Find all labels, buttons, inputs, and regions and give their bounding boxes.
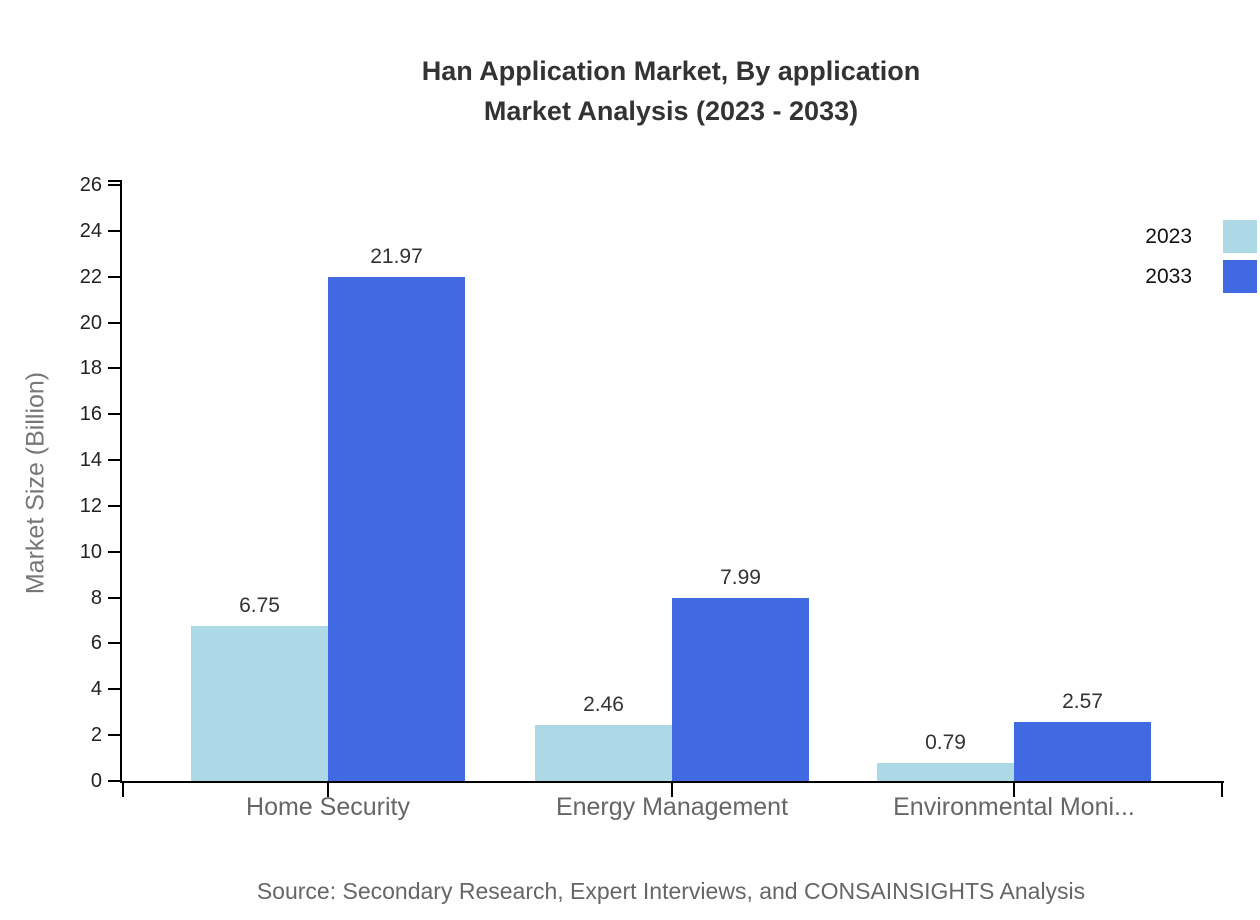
chart-title-line1: Han Application Market, By application <box>421 56 921 86</box>
bar-value-label: 21.97 <box>370 245 423 269</box>
bar-value-label: 2.57 <box>1062 690 1103 714</box>
y-axis-tick-label: 18 <box>79 357 102 380</box>
chart-title-line2: Market Analysis (2023 - 2033) <box>483 96 859 126</box>
bar-2033-0[interactable] <box>328 277 465 781</box>
y-axis-tick <box>108 413 120 416</box>
legend-item-label: 2033 <box>1145 264 1192 288</box>
bar-value-label: 2.46 <box>583 692 624 716</box>
y-axis-tick-label: 4 <box>90 678 102 701</box>
y-axis-tick-label: 16 <box>79 403 102 426</box>
y-axis-tick-label: 26 <box>79 174 102 196</box>
y-axis-tick <box>108 734 120 737</box>
legend-item-2033[interactable]: 2033 <box>1145 260 1257 293</box>
legend-swatch-2033 <box>1223 260 1257 293</box>
y-axis-tick <box>108 688 120 691</box>
y-axis-end-cap <box>108 180 120 182</box>
bar-value-label: 0.79 <box>925 730 966 754</box>
bar-2023-0[interactable] <box>191 626 328 781</box>
plot-area: 6.75 21.97 Home Security 2.46 7.99 Energy Man… <box>108 180 1224 821</box>
y-axis-tick <box>108 550 120 553</box>
y-axis-tick-label: 8 <box>90 586 102 609</box>
y-axis-tick-label: 22 <box>79 265 102 288</box>
y-axis-tick <box>108 642 120 645</box>
y-axis-tick <box>108 184 120 186</box>
y-axis-tick <box>108 459 120 462</box>
y-axis-tick-label: 6 <box>90 632 102 655</box>
y-axis-tick <box>108 275 120 278</box>
y-axis-tick-label: 0 <box>90 770 102 792</box>
bar-value-label: 6.75 <box>239 594 280 618</box>
x-axis-tick <box>122 783 124 797</box>
bar-2033-2[interactable] <box>1014 722 1151 781</box>
y-axis-tick <box>108 321 120 324</box>
y-axis-tick-label: 14 <box>79 449 102 472</box>
bar-2023-1[interactable] <box>535 724 672 781</box>
y-axis-tick-label: 2 <box>90 724 102 747</box>
source-note: Source: Secondary Research, Expert Inter… <box>256 878 1086 904</box>
x-axis-category-label: Environmental Moni... <box>893 793 1135 821</box>
y-axis-tick-label: 20 <box>79 311 102 334</box>
y-axis-tick-labels: 0 2 4 6 8 10 12 14 16 18 20 22 24 26 <box>0 175 102 791</box>
x-axis-tick <box>671 783 673 797</box>
x-axis-tick <box>1221 783 1223 797</box>
legend-item-2023[interactable]: 2023 <box>1145 220 1257 253</box>
y-axis-tick <box>108 504 120 507</box>
bar-2023-2[interactable] <box>877 762 1014 781</box>
y-axis-tick <box>108 229 120 232</box>
y-axis-tick-label: 10 <box>79 540 102 563</box>
y-axis-tick-label: 12 <box>79 494 102 517</box>
legend-item-label: 2023 <box>1145 224 1192 248</box>
x-axis-category-label: Home Security <box>246 793 410 821</box>
chart-title: Han Application Market, By application M… <box>120 51 1222 131</box>
x-axis-tick <box>327 783 329 797</box>
y-axis-tick <box>108 780 120 782</box>
x-axis-category-label: Energy Management <box>555 793 789 821</box>
legend: 2023 2033 <box>1145 220 1257 300</box>
y-axis-tick-label: 24 <box>79 219 102 242</box>
legend-swatch-2023 <box>1223 220 1257 253</box>
y-axis-tick <box>108 367 120 370</box>
x-axis-tick <box>1013 783 1015 797</box>
bar-2033-1[interactable] <box>672 597 809 781</box>
bar-value-label: 7.99 <box>720 565 761 589</box>
y-axis-tick <box>108 596 120 599</box>
